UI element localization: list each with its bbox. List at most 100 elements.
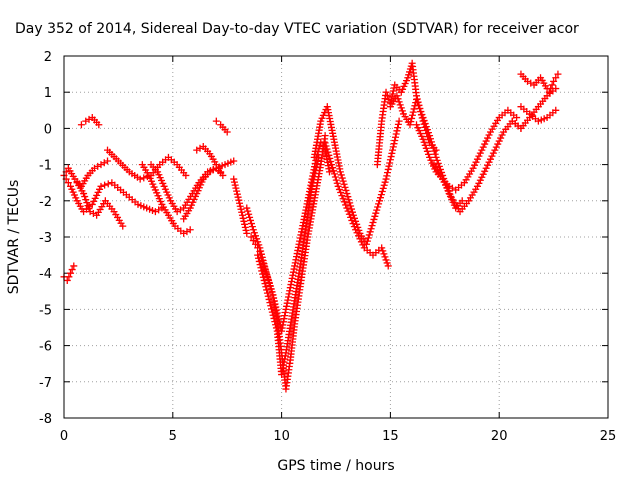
data-point	[243, 204, 251, 212]
x-tick-label: 20	[491, 429, 508, 444]
x-axis-label: GPS time / hours	[277, 458, 394, 474]
data-point	[231, 181, 239, 189]
data-point	[409, 108, 417, 116]
data-point	[381, 178, 389, 186]
data-point	[390, 140, 398, 148]
data-point	[382, 175, 390, 183]
data-point	[258, 253, 266, 261]
data-point	[368, 222, 376, 230]
data-point	[265, 295, 273, 303]
data-point	[344, 207, 352, 215]
x-tick-label: 25	[600, 429, 617, 444]
data-point	[255, 241, 263, 249]
data-point	[357, 238, 365, 246]
data-point	[547, 85, 555, 93]
data-point	[482, 137, 490, 145]
data-point	[383, 92, 391, 100]
data-point	[340, 198, 348, 206]
data-point	[332, 176, 340, 184]
data-point	[375, 200, 383, 208]
data-point	[481, 140, 489, 148]
data-point	[393, 92, 401, 100]
data-point	[550, 77, 558, 85]
data-point	[339, 177, 347, 185]
data-point	[498, 131, 506, 139]
data-point	[381, 253, 389, 261]
data-point	[394, 120, 402, 128]
data-point	[418, 111, 426, 119]
data-point	[233, 190, 241, 198]
data-point	[478, 146, 486, 154]
data-point	[329, 164, 337, 172]
data-point	[328, 161, 336, 169]
data-point	[240, 217, 248, 225]
data-point	[430, 147, 438, 155]
data-point	[342, 186, 350, 194]
data-point	[479, 170, 487, 178]
data-point	[379, 184, 387, 192]
data-point	[266, 282, 274, 290]
data-point	[90, 197, 98, 205]
data-point	[91, 194, 99, 202]
data-point	[214, 164, 222, 172]
data-point	[513, 114, 521, 122]
data-point	[335, 185, 343, 193]
data-point	[104, 180, 112, 188]
data-point	[312, 166, 320, 174]
data-point	[482, 164, 490, 172]
data-point	[341, 183, 349, 191]
data-point	[420, 117, 428, 125]
data-point	[469, 164, 477, 172]
data-point	[485, 158, 493, 166]
data-point	[230, 178, 238, 186]
data-point	[326, 154, 334, 162]
data-point	[268, 288, 276, 296]
data-point	[427, 138, 435, 146]
data-point	[385, 162, 393, 170]
data-point	[327, 157, 335, 165]
y-tick-label: -7	[39, 376, 52, 391]
x-tick-label: 5	[169, 429, 177, 444]
data-point	[419, 135, 427, 143]
data-point	[347, 213, 355, 221]
data-point	[313, 160, 321, 168]
data-point	[370, 215, 378, 223]
y-tick-label: -4	[39, 267, 52, 282]
data-point	[262, 283, 270, 291]
data-point	[352, 226, 360, 234]
data-point	[427, 135, 435, 143]
data-point	[233, 187, 241, 195]
data-point	[236, 202, 244, 210]
data-point	[343, 204, 351, 212]
data-point	[442, 181, 450, 189]
y-tick-label: -6	[39, 340, 52, 355]
data-point	[380, 181, 388, 189]
data-point	[387, 153, 395, 161]
data-point	[83, 199, 91, 207]
data-point	[239, 214, 247, 222]
data-point	[81, 193, 89, 201]
data-point	[386, 159, 394, 167]
data-point	[439, 175, 447, 183]
data-point	[408, 114, 416, 122]
data-point	[376, 197, 384, 205]
data-point	[379, 247, 387, 255]
plot-frame	[63, 55, 609, 419]
data-point	[85, 205, 93, 213]
y-tick-label: -3	[39, 231, 52, 246]
data-point	[395, 98, 403, 106]
y-tick-label: 2	[44, 50, 52, 65]
data-point	[440, 178, 448, 186]
data-point	[336, 168, 344, 176]
data-point	[476, 176, 484, 184]
y-axis-label: SDTVAR / TECUs	[6, 180, 22, 295]
y-tick-label: -1	[39, 159, 52, 174]
data-point	[88, 200, 96, 208]
data-point	[268, 308, 276, 316]
data-point	[270, 314, 278, 322]
data-point	[349, 220, 357, 228]
data-point	[311, 169, 319, 177]
data-point	[488, 152, 496, 160]
data-point	[397, 104, 405, 112]
data-point	[476, 149, 484, 157]
